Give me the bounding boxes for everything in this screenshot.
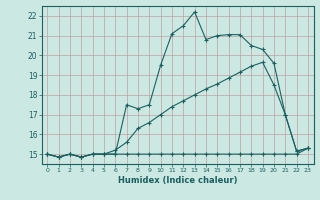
X-axis label: Humidex (Indice chaleur): Humidex (Indice chaleur) (118, 176, 237, 185)
